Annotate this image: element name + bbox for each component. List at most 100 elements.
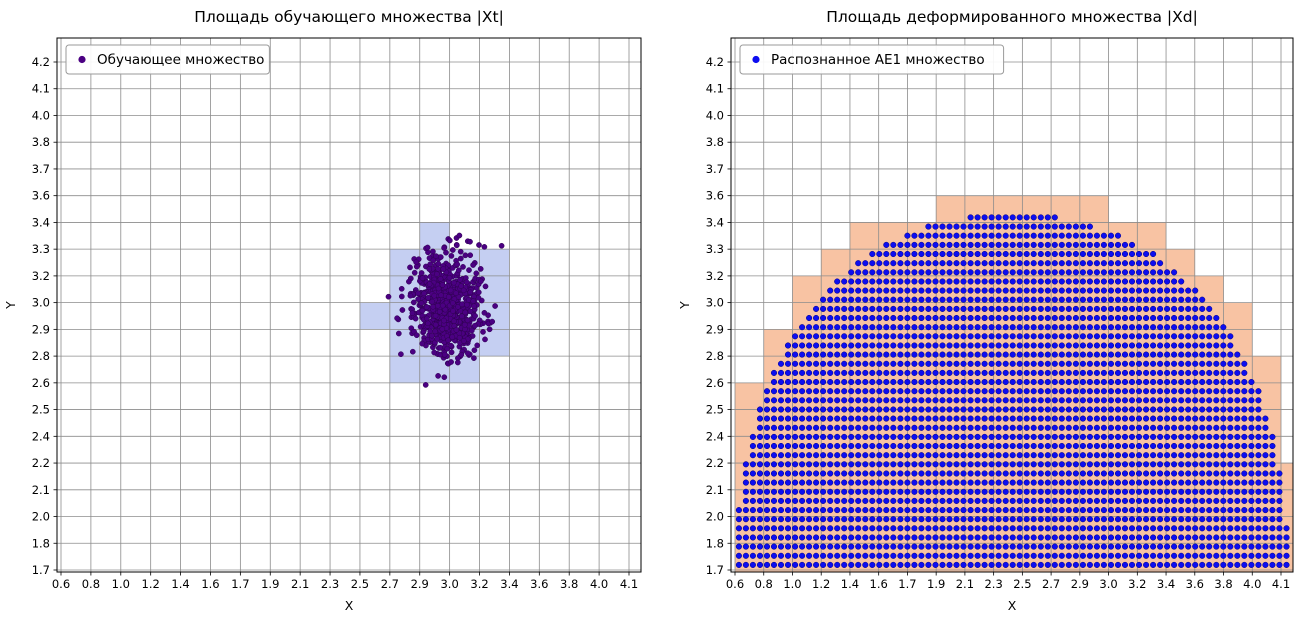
covered-cell xyxy=(735,382,764,410)
covered-cell xyxy=(1022,436,1052,464)
x-tick-label: 2.5 xyxy=(351,577,369,591)
covered-cell xyxy=(878,356,908,383)
covered-cell xyxy=(1281,463,1293,490)
y-tick-label: 2.1 xyxy=(32,483,50,497)
x-tick-label: 1.2 xyxy=(142,577,160,591)
axes-ticks: 0.61.70.81.81.02.01.22.11.42.21.62.41.72… xyxy=(706,55,1290,591)
covered-cell xyxy=(735,409,764,437)
y-tick-label: 2.2 xyxy=(706,456,724,470)
y-tick-label: 2.5 xyxy=(32,403,50,417)
covered-cell xyxy=(1281,489,1293,517)
x-tick-label: 1.4 xyxy=(841,577,859,591)
x-tick-label: 3.6 xyxy=(1186,577,1204,591)
y-tick-label: 4.1 xyxy=(706,82,724,96)
x-tick-label: 0.8 xyxy=(755,577,773,591)
covered-cell xyxy=(792,436,822,464)
covered-cell xyxy=(1252,356,1281,383)
covered-cell xyxy=(1166,382,1195,410)
covered-cell xyxy=(763,409,793,437)
y-axis-label: Y xyxy=(677,301,692,310)
covered-cell xyxy=(1022,382,1052,410)
legend: Распознанное AE1 множество xyxy=(739,44,1005,75)
covered-cell xyxy=(1194,356,1224,383)
covered-cell xyxy=(1194,409,1224,437)
legend-label: Обучающее множество xyxy=(97,52,264,68)
y-tick-label: 2.4 xyxy=(32,429,50,443)
covered-cell xyxy=(1137,222,1167,250)
x-tick-label: 1.0 xyxy=(783,577,801,591)
y-tick-label: 3.8 xyxy=(32,135,50,149)
x-tick-label: 2.1 xyxy=(291,577,309,591)
covered-cell xyxy=(1108,382,1138,410)
covered-cell xyxy=(907,436,937,464)
covered-cell xyxy=(1194,382,1224,410)
covered-cell xyxy=(1108,409,1138,437)
covered-cell xyxy=(821,463,850,490)
covered-cell xyxy=(1079,409,1109,437)
covered-cell xyxy=(735,436,764,464)
covered-cell xyxy=(1051,356,1080,383)
x-tick-label: 4.1 xyxy=(620,577,638,591)
y-tick-label: 3.0 xyxy=(32,296,50,310)
chart-title-deformed: Площадь деформированного множества |Xd| xyxy=(826,8,1198,26)
x-tick-label: 3.8 xyxy=(1214,577,1232,591)
covered-cell xyxy=(1252,436,1281,464)
x-tick-label: 3.0 xyxy=(440,577,458,591)
x-tick-label: 3.4 xyxy=(1157,577,1175,591)
covered-cell xyxy=(792,382,822,410)
covered-cell xyxy=(1223,356,1253,383)
chart-title-training: Площадь обучающего множества |Xt| xyxy=(194,8,504,26)
covered-cell xyxy=(792,356,822,383)
y-tick-label: 3.6 xyxy=(706,189,724,203)
covered-cell xyxy=(1223,436,1253,464)
covered-cell xyxy=(792,275,822,303)
x-tick-label: 2.7 xyxy=(1042,577,1060,591)
x-tick-label: 4.0 xyxy=(1243,577,1261,591)
covered-cell xyxy=(936,409,965,437)
scatter-points xyxy=(385,232,505,388)
covered-cell xyxy=(1166,409,1195,437)
x-tick-label: 3.6 xyxy=(530,577,548,591)
covered-cell xyxy=(849,382,879,410)
plot-spine xyxy=(730,37,1294,573)
covered-cell xyxy=(1223,382,1253,410)
y-tick-label: 2.8 xyxy=(706,349,724,363)
covered-cell xyxy=(821,436,850,464)
y-tick-label: 3.6 xyxy=(32,189,50,203)
covered-cell xyxy=(1079,382,1109,410)
covered-cell xyxy=(1194,275,1224,303)
x-tick-label: 3.2 xyxy=(1128,577,1146,591)
covered-cell xyxy=(878,436,908,464)
covered-cell xyxy=(1137,356,1167,383)
covered-cell xyxy=(936,436,965,464)
y-tick-label: 3.7 xyxy=(706,162,724,176)
y-tick-label: 1.7 xyxy=(706,563,724,577)
covered-cell xyxy=(964,382,994,410)
x-tick-label: 1.2 xyxy=(812,577,830,591)
covered-cell xyxy=(993,382,1023,410)
covered-cell xyxy=(1079,356,1109,383)
legend-box xyxy=(65,44,270,75)
x-tick-label: 3.2 xyxy=(470,577,488,591)
x-tick-label: 1.7 xyxy=(898,577,916,591)
y-tick-label: 4.1 xyxy=(32,82,50,96)
x-tick-label: 0.6 xyxy=(726,577,744,591)
covered-cell xyxy=(1252,409,1281,437)
axes-ticks: 0.61.70.81.81.02.01.22.11.42.21.62.41.72… xyxy=(32,55,638,591)
plot-spine xyxy=(56,37,642,573)
chart-training-set: Площадь обучающего множества |Xt| 0.6 1.7… xyxy=(0,0,655,626)
x-tick-label: 1.7 xyxy=(231,577,249,591)
covered-cell xyxy=(1108,356,1138,383)
y-tick-label: 1.8 xyxy=(32,536,50,550)
x-tick-label: 2.5 xyxy=(1013,577,1031,591)
covered-cell xyxy=(1223,302,1253,330)
covered-cell xyxy=(993,409,1023,437)
covered-cell xyxy=(1137,436,1167,464)
x-tick-label: 2.3 xyxy=(321,577,339,591)
y-tick-label: 3.8 xyxy=(706,135,724,149)
y-tick-label: 3.2 xyxy=(32,269,50,283)
y-tick-label: 1.7 xyxy=(32,563,50,577)
covered-cell xyxy=(936,195,965,223)
y-tick-label: 4.0 xyxy=(706,108,724,122)
y-tick-label: 2.9 xyxy=(32,322,50,336)
